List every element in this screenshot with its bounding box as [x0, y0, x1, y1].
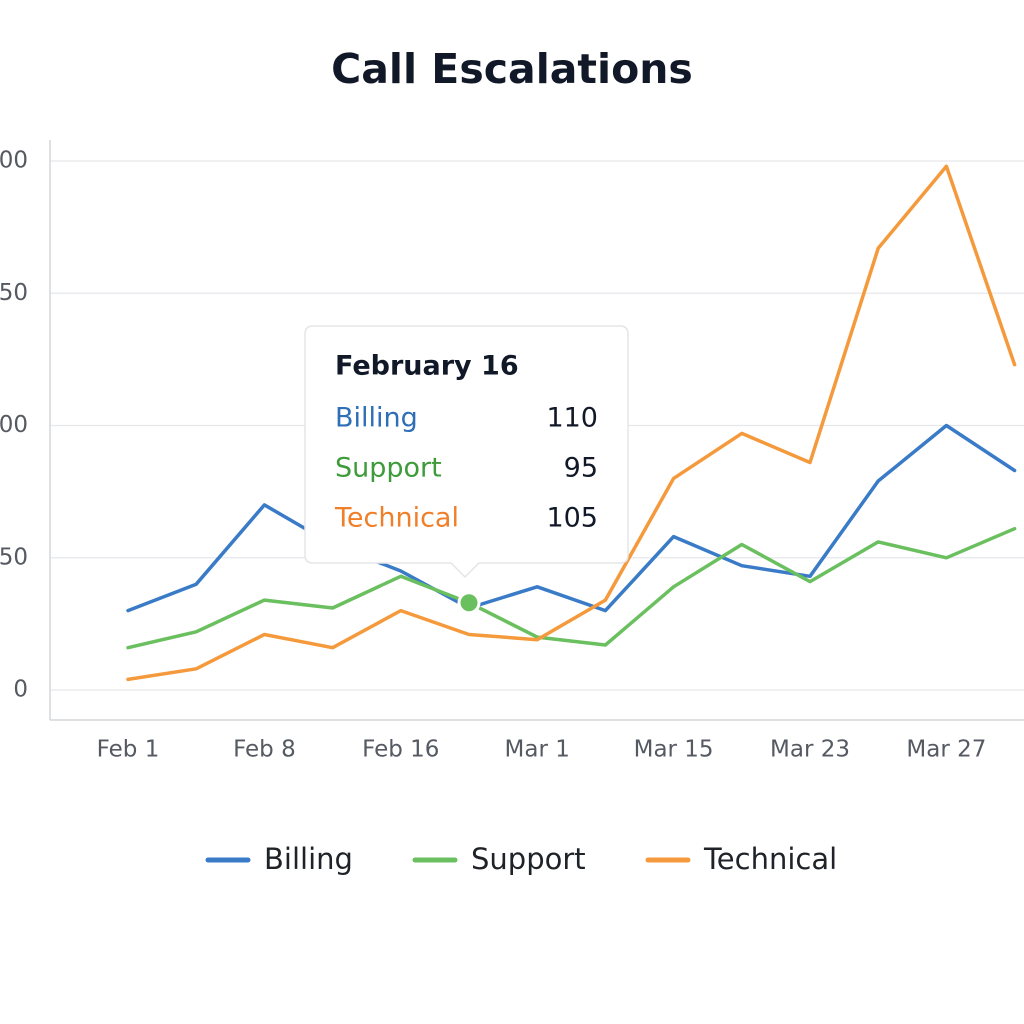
y-tick-label: 0 — [13, 677, 28, 703]
legend: Billing Support Technical — [205, 842, 837, 876]
lines — [126, 164, 1017, 682]
x-tick-label: Mar 1 — [505, 737, 570, 763]
tooltip-value: 110 — [546, 403, 598, 434]
tooltip: February 16 Billing 110 Support 95 Technical 1… — [304, 325, 629, 579]
x-tick-label: Feb 8 — [233, 737, 296, 763]
tooltip-label: Billing — [335, 403, 418, 434]
series-line — [126, 526, 1017, 650]
tooltip-label: Support — [335, 453, 442, 484]
x-tick-label: Feb 16 — [362, 737, 439, 763]
tooltip-value: 105 — [546, 503, 598, 534]
hover-point — [457, 591, 481, 615]
series-line — [126, 164, 1017, 682]
x-tick-label: Mar 23 — [770, 737, 850, 763]
x-tick-label: Mar 27 — [906, 737, 986, 763]
legend-label: Billing — [264, 842, 353, 876]
tooltip-title: February 16 — [335, 351, 519, 382]
x-tick-label: Feb 1 — [97, 737, 160, 763]
chart-title: Call Escalations — [331, 45, 693, 93]
y-tick-label: 150 — [0, 280, 28, 306]
tooltip-value: 95 — [564, 453, 598, 484]
legend-label: Technical — [703, 842, 837, 876]
y-tick-label: 100 — [0, 412, 28, 438]
series-line — [126, 423, 1017, 613]
tooltip-box — [304, 325, 629, 579]
y-tick-label: 50 — [0, 544, 28, 570]
legend-label: Support — [471, 842, 586, 876]
y-tick-label: 200 — [0, 148, 28, 174]
x-tick-label: Mar 15 — [634, 737, 714, 763]
tooltip-label: Technical — [334, 503, 459, 534]
